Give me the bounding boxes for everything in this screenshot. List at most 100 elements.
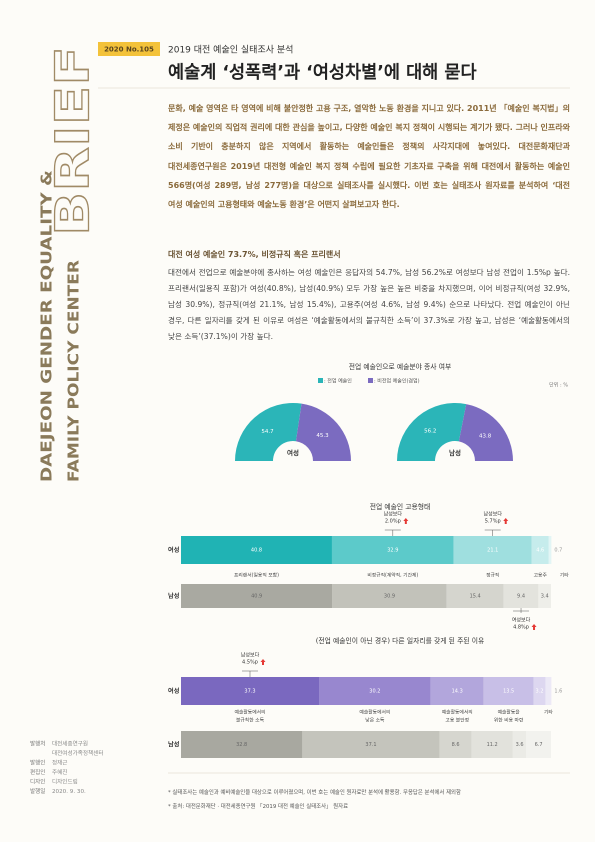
category-label: 정규직 <box>486 572 499 579</box>
colophon-value: 정재근 <box>52 759 67 767</box>
value-label: 14.3 <box>452 689 463 695</box>
brand-line: FAMILY POLICY CENTER <box>65 259 83 482</box>
title: 예술계 ‘성폭력’과 ‘여성차별’에 대해 묻다 <box>168 63 477 83</box>
category-label: 프리랜서(일용직 포함) <box>234 572 279 579</box>
group-label: 남성 <box>449 448 461 457</box>
footnotes: * 실태조사는 예술인과 예비예술인을 대상으로 이루어졌으며, 이번 호는 예… <box>168 786 570 814</box>
value-label: 30.9 <box>384 594 395 600</box>
value-label: 37.1 <box>365 742 376 748</box>
annotation-text: 남성보다 <box>484 511 503 518</box>
bar-segment <box>531 536 549 564</box>
annotation-text: 4.8%p <box>513 625 529 631</box>
bar-segment <box>503 584 539 608</box>
annotation-text: 5.7%p <box>485 519 501 525</box>
bar-segment <box>483 677 534 705</box>
value-label: 1.6 <box>554 689 562 695</box>
value-label: 0.7 <box>554 548 562 554</box>
footnote: * 출처: 대전문화재단 · 대전세종연구원 「2019 대전 예술인 실태조사… <box>168 804 349 810</box>
value-label: 40.9 <box>251 594 262 600</box>
value-label: 3.4 <box>541 594 549 600</box>
bar-segment <box>181 584 333 608</box>
chart-title: 전업 예술인 고용형태 <box>370 502 431 511</box>
section-body: 대전에서 전업으로 예술분야에 종사하는 여성 예술인은 응답자의 54.7%,… <box>168 268 570 341</box>
bar-segment <box>181 731 303 758</box>
value-label: 13.5 <box>503 689 514 695</box>
category-label: 비정규직(계약직, 기간제) <box>367 572 418 579</box>
category-label: 불규칙한 소득 <box>236 717 265 724</box>
value-label: 6.7 <box>535 742 543 748</box>
colophon-key: 디자인 <box>30 778 45 786</box>
chart-title: 전업 예술인으로 예술분야 종사 여부 <box>349 362 451 371</box>
bar-segment <box>533 677 546 705</box>
bar-segment <box>302 731 440 758</box>
colophon-value: 대전여성가족정책센터 <box>52 749 103 757</box>
colophon-key: 편집인 <box>30 768 45 776</box>
series-label: 여성 <box>168 546 180 554</box>
value-label: 21.1 <box>487 548 498 554</box>
donut-segment <box>295 403 351 461</box>
section-heading: 대전 여성 예술인 73.7%, 비정규직 혹은 프리랜서 <box>168 250 341 259</box>
chart-title: (전업 예술인이 아닌 경우) 다른 일자리를 갖게 된 주된 이유 <box>316 636 485 645</box>
category-label: 고용주 <box>534 573 548 579</box>
value-label: 40.8 <box>251 548 262 554</box>
annotation-text: 남성보다 <box>384 511 403 518</box>
annotation-text: 4.5%p <box>242 660 258 666</box>
legend-label: : 전업 예술인 <box>324 378 352 385</box>
value-label: 11.2 <box>487 742 498 748</box>
legend-swatch <box>318 378 323 383</box>
value-label: 8.6 <box>452 742 460 748</box>
bar-segment <box>471 731 513 758</box>
bar-segment <box>548 536 552 564</box>
category-label: 고용 불안정 <box>445 717 469 724</box>
value-label: 3.6 <box>516 742 524 748</box>
bar-segment <box>181 536 332 564</box>
value-label: 37.3 <box>244 689 255 695</box>
bar-segment <box>545 677 552 705</box>
donut-segment <box>397 402 467 461</box>
bar-segment <box>538 584 551 608</box>
unit-label: 단위 : % <box>549 382 568 389</box>
bar-segment <box>512 731 527 758</box>
colophon-key: 발행일 <box>30 787 45 795</box>
category-label: 예술활동에서의 <box>442 709 473 716</box>
intro-text: 문화, 예술 영역은 타 영역에 비해 불안정한 고용 구조, 열악한 노동 환… <box>168 104 570 210</box>
colophon-value: 주혜진 <box>52 768 67 776</box>
colophon-value: 대전세종연구원 <box>52 740 88 748</box>
legend-label: : 비전업 예술인(겸업) <box>374 378 420 385</box>
colophon-value: 2020. 9. 30. <box>52 789 86 795</box>
series-label: 여성 <box>168 687 180 695</box>
bar-segment <box>331 536 454 564</box>
annotation-text: 여성보다 <box>512 617 531 624</box>
value-label: 4.6 <box>536 548 544 554</box>
value-label: 32.9 <box>387 548 398 554</box>
annotation-text: 남성보다 <box>241 652 260 659</box>
value-label: 43.8 <box>479 434 492 440</box>
category-label: 예술활동에서의 <box>359 709 390 716</box>
brand-line: DAEJEON GENDER EQUALITY & <box>38 170 56 482</box>
value-label: 15.4 <box>470 594 481 600</box>
series-label: 남성 <box>168 741 180 749</box>
value-label: 9.4 <box>517 594 525 600</box>
value-label: 45.3 <box>316 433 329 439</box>
issue-number: 2020 No.105 <box>104 46 154 54</box>
bar-segment <box>453 536 532 564</box>
series-label: 남성 <box>168 592 180 600</box>
value-label: 56.2 <box>424 428 436 434</box>
bar-segment <box>430 677 484 705</box>
category-label: 위한 비용 마련 <box>494 717 524 724</box>
category-label: 낮은 소득 <box>365 717 385 724</box>
bar-segment <box>332 584 447 608</box>
value-label: 30.2 <box>369 689 380 695</box>
bar-segment <box>526 731 551 758</box>
bar-segment <box>319 677 431 705</box>
category-label: 예술활동에서의 <box>235 709 266 716</box>
brief-logo: BRIEF <box>46 46 100 236</box>
value-label: 3.2 <box>536 689 544 695</box>
up-arrow <box>403 518 409 524</box>
legend-swatch <box>368 378 373 383</box>
bar-segment <box>181 677 320 705</box>
colophon-key: 발행처 <box>30 740 45 748</box>
value-label: 54.7 <box>261 429 274 435</box>
donut-segment <box>234 403 302 461</box>
